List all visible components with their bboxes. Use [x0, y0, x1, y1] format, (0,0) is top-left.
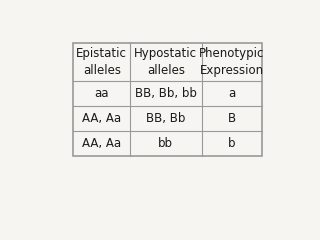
- Text: bb: bb: [158, 137, 173, 150]
- Text: AA, Aa: AA, Aa: [82, 112, 121, 125]
- Text: BB, Bb, bb: BB, Bb, bb: [135, 87, 197, 101]
- Text: Epistatic
alleles: Epistatic alleles: [76, 47, 127, 77]
- Text: aa: aa: [94, 87, 109, 101]
- Text: B: B: [228, 112, 236, 125]
- Text: b: b: [228, 137, 236, 150]
- Text: AA, Aa: AA, Aa: [82, 137, 121, 150]
- Text: Phenotypic
Expression: Phenotypic Expression: [199, 47, 265, 77]
- Text: a: a: [228, 87, 236, 101]
- Text: Hypostatic
alleles: Hypostatic alleles: [134, 47, 197, 77]
- Text: BB, Bb: BB, Bb: [146, 112, 186, 125]
